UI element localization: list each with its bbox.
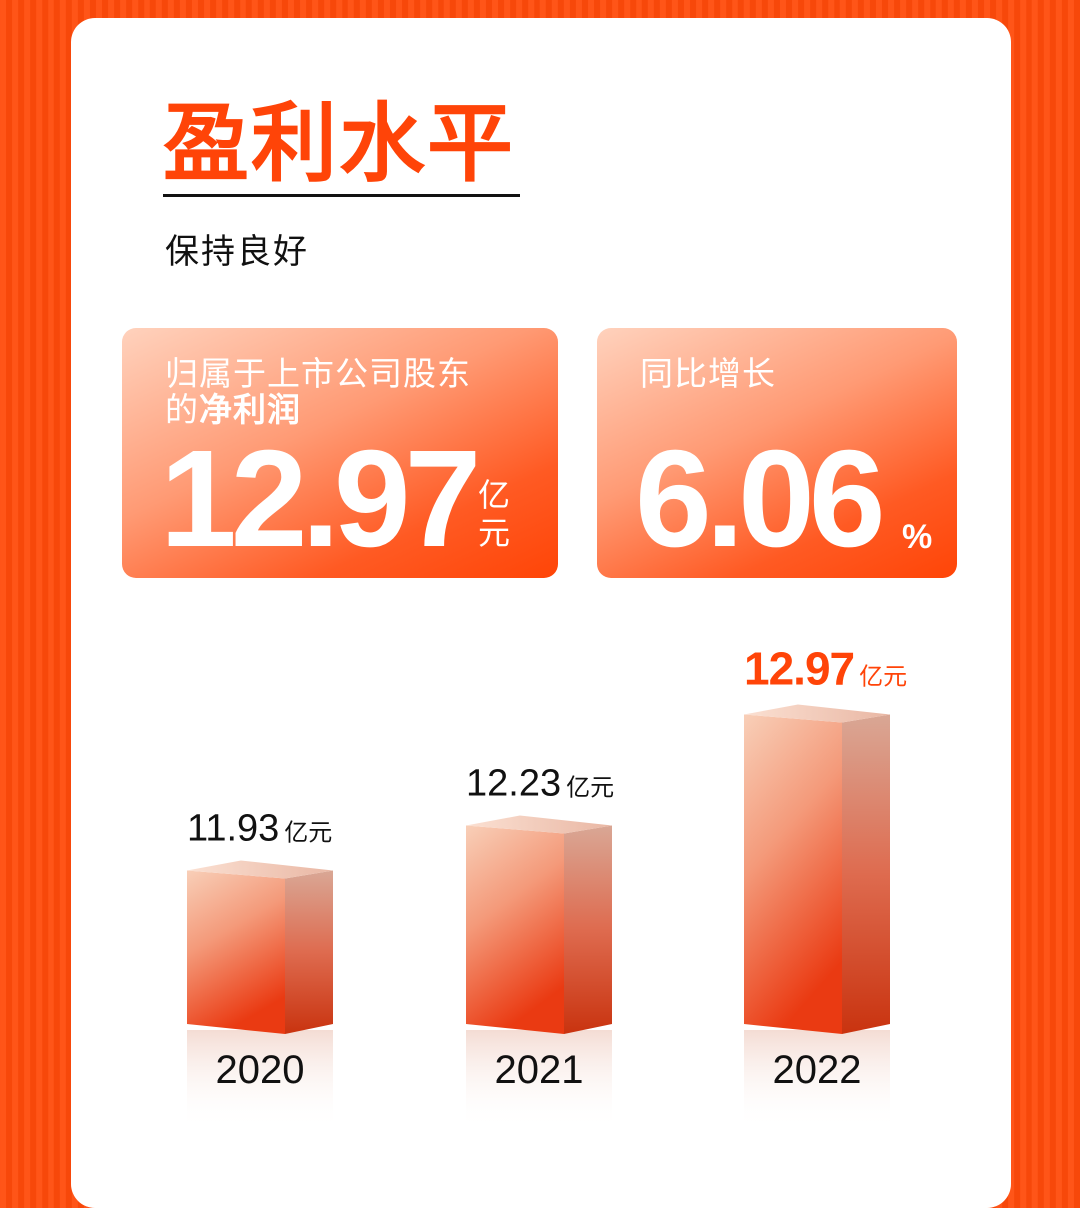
bar-top-face: [744, 704, 890, 723]
bar-front-face: [187, 870, 285, 1034]
bar-top-face: [466, 815, 612, 834]
bar-value-label: 12.97 亿元: [744, 643, 907, 695]
yoy-growth-value: 6.06: [635, 422, 886, 576]
bar-category-label: 2022: [773, 1048, 862, 1092]
yoy-growth-label: 同比增长: [640, 354, 776, 393]
profit-bar-chart: 2020 11.93 亿元 2021 12.23 亿元 2022 12.97 亿元: [187, 643, 907, 1130]
bar-value-label: 12.23 亿元: [466, 763, 614, 805]
yoy-growth-unit: %: [902, 518, 933, 556]
bar-reflection: [466, 1030, 612, 1130]
net-profit-unit-top: 亿: [477, 476, 510, 514]
yoy-growth-card: 同比增长 6.06 %: [597, 328, 957, 578]
page-subtitle: 保持良好: [165, 232, 309, 272]
bar-reflection: [187, 1030, 333, 1130]
net-profit-card: 归属于上市公司股东 的净利润 12.97 亿 元: [122, 328, 558, 578]
bar-2020: 2020 11.93 亿元: [187, 808, 333, 1130]
bar-front-face: [744, 714, 842, 1034]
net-profit-label-line1: 归属于上市公司股东: [165, 354, 471, 393]
bar-reflection: [744, 1030, 890, 1130]
net-profit-unit-bottom: 元: [477, 514, 510, 552]
bar-front-face: [466, 825, 564, 1034]
bar-value-label: 11.93 亿元: [187, 808, 332, 850]
bar-category-label: 2020: [216, 1048, 305, 1092]
net-profit-value: 12.97: [160, 422, 481, 576]
net-profit-label: 归属于上市公司股东 的净利润: [165, 356, 471, 428]
bar-top-face: [187, 860, 333, 879]
net-profit-unit: 亿 元: [474, 476, 514, 552]
bar-side-face: [285, 870, 333, 1034]
bar-side-face: [842, 714, 890, 1034]
bar-category-label: 2021: [495, 1048, 584, 1092]
title-underline: [163, 194, 520, 197]
net-profit-label-bold: 净利润: [199, 390, 301, 429]
bar-side-face: [564, 825, 612, 1034]
net-profit-label-prefix: 的: [165, 390, 199, 429]
bar-2021: 2021 12.23 亿元: [466, 763, 614, 1130]
page-title: 盈利水平: [163, 94, 515, 194]
bar-2022: 2022 12.97 亿元: [744, 643, 907, 1130]
